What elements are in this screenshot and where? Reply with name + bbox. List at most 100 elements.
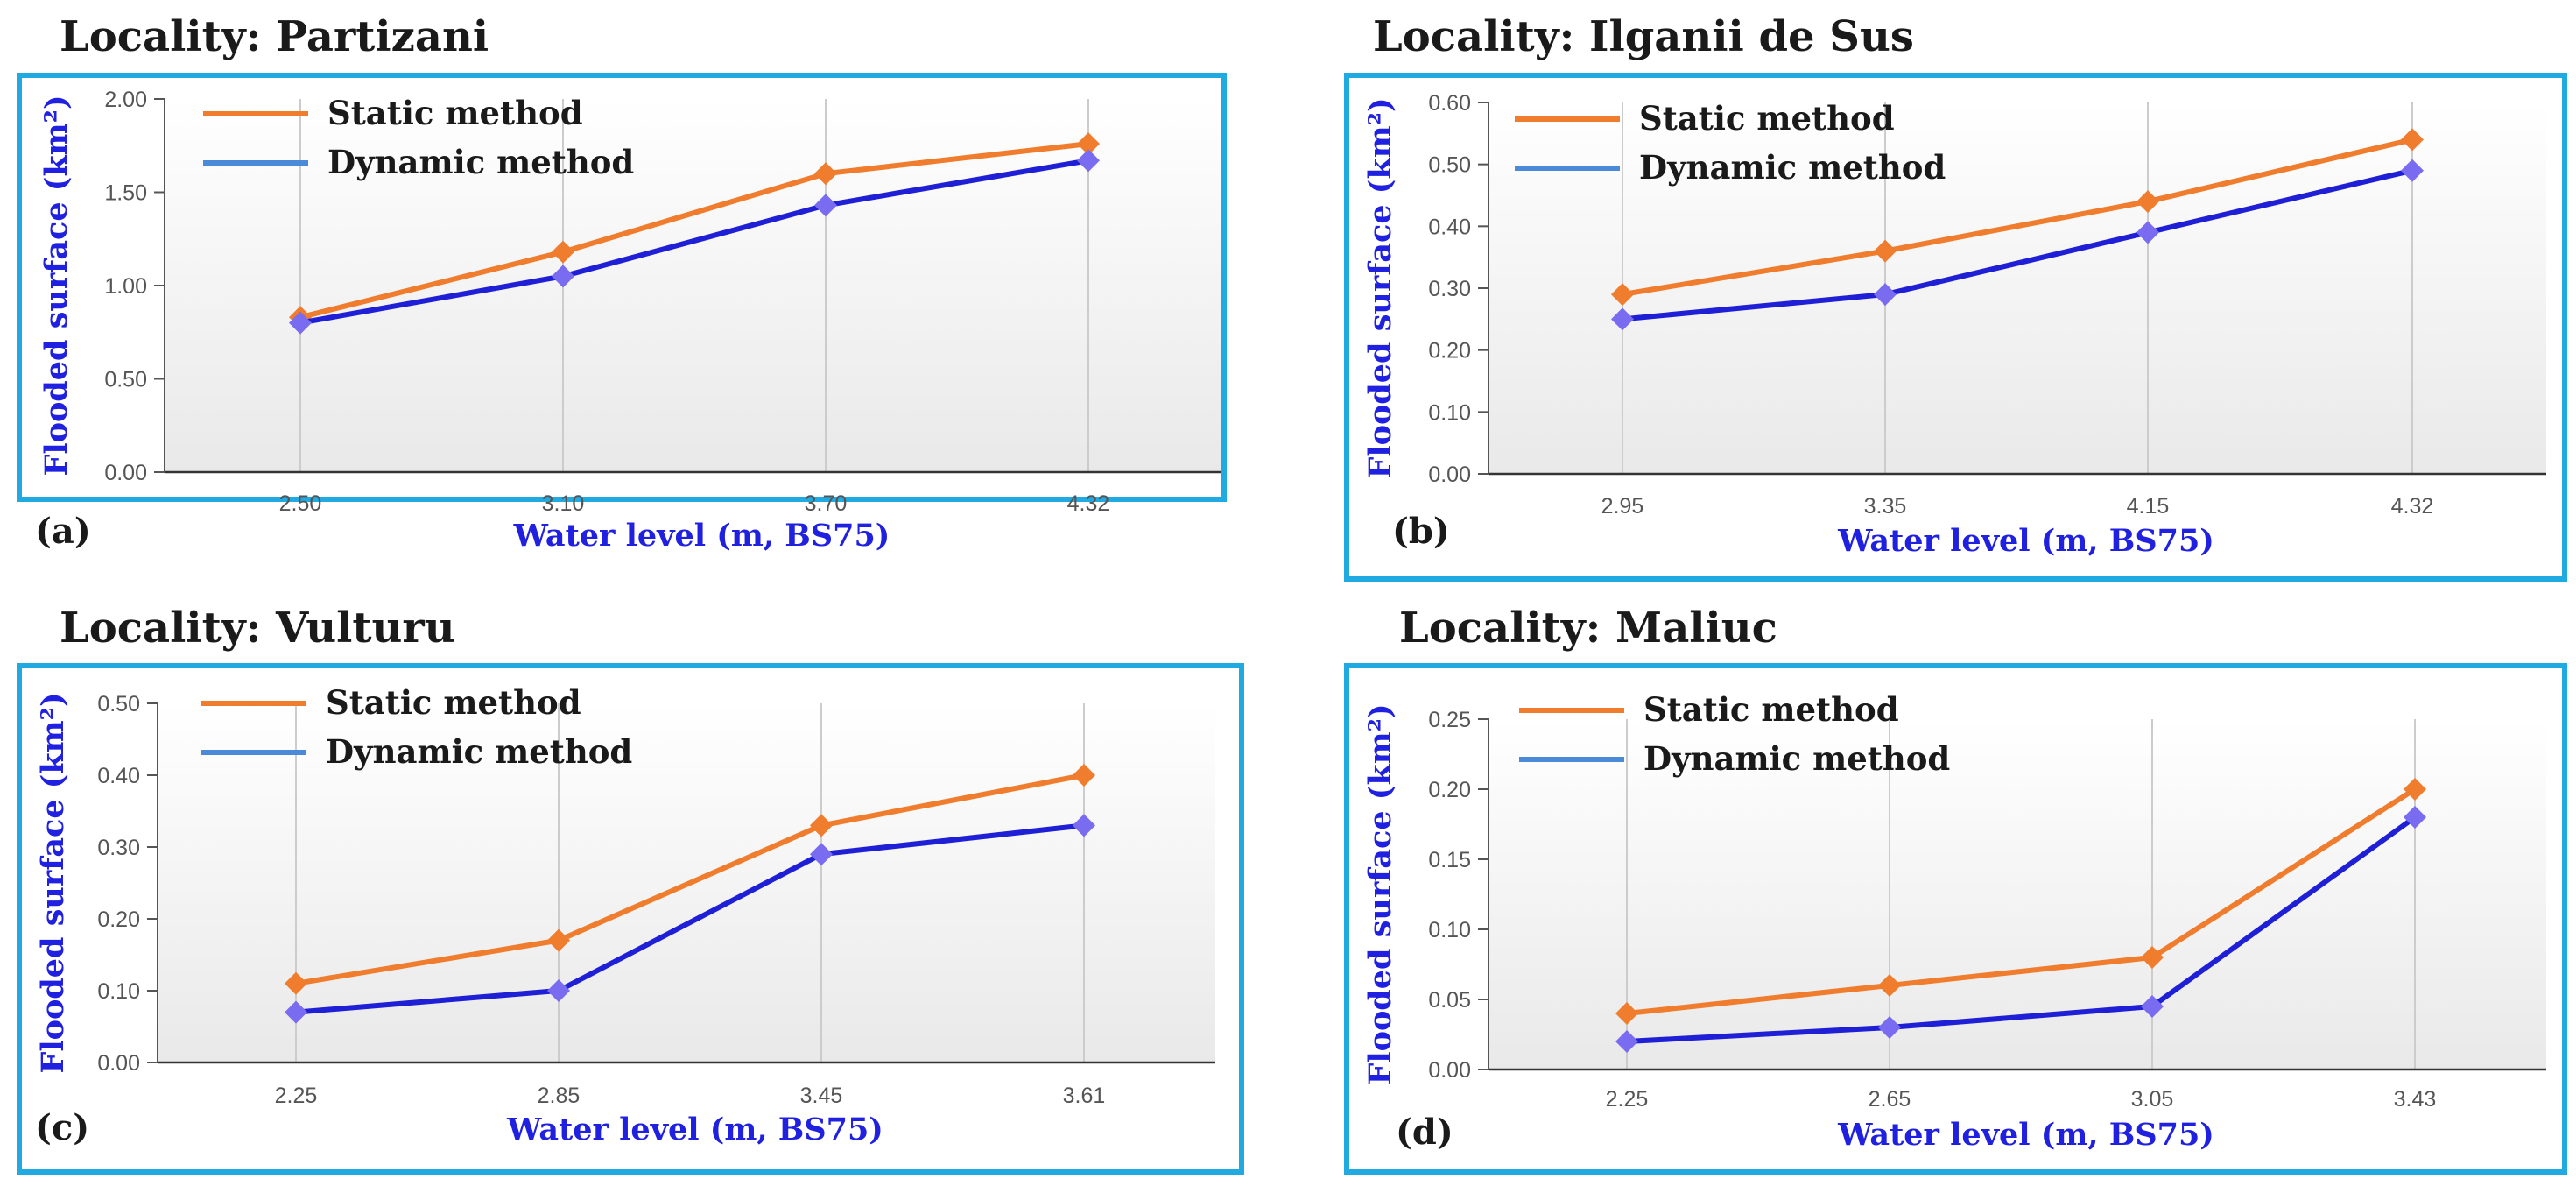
x-tick-label: 3.70 [805,491,848,516]
panel-tag: (a) [35,511,91,552]
data-point-dynamic [285,1000,307,1024]
y-tick-label: 0.10 [97,979,140,1004]
x-tick-label: 4.32 [1067,491,1110,516]
data-point-static [1615,1002,1638,1025]
series-line-static [299,141,1089,321]
y-tick-label: 0.00 [104,461,147,485]
data-point-static [2404,778,2426,801]
data-point-static [2401,128,2424,152]
legend-label-static: Static method [326,683,581,722]
data-point-dynamic [1611,307,1634,331]
x-tick-label: 2.25 [1606,1087,1649,1112]
data-point-dynamic [1077,149,1100,173]
legend-label-static: Static method [327,94,583,132]
x-axis-label: Water level (m, BS75) [506,1112,883,1147]
data-point-static [2136,190,2159,214]
data-point-static [1073,764,1095,787]
x-axis-label: Water level (m, BS75) [1837,523,2214,559]
chart-title: Locality: Ilganii de Sus [1373,12,1914,61]
y-axis-label: Flooded surface (km²) [39,95,74,476]
series-line-static [1626,787,2417,1016]
chart-panel-d: Locality: Maliuc 0.00 0.05 0.10 0.15 0.20 0.25… [1344,604,2567,1175]
data-point-dynamic [552,265,574,288]
y-tick-label: 0.30 [1428,277,1471,301]
y-tick-label: 0.00 [1428,1058,1471,1083]
x-tick-label: 3.61 [1063,1084,1106,1108]
data-point-static [1611,283,1634,307]
y-tick-label: 1.50 [104,181,147,206]
legend-label-static: Static method [1643,690,1899,729]
x-tick-label: 4.15 [2127,494,2170,519]
data-point-static [1874,239,1897,263]
y-axis-label: Flooded surface (km²) [1362,97,1398,478]
x-tick-label: 3.43 [2394,1087,2437,1112]
chart-panel-c: Locality: Vulturu 0.00 0.10 0.20 0.30 0.40 0.5… [17,604,1244,1175]
x-tick-label: 3.35 [1864,494,1907,519]
data-point-dynamic [547,979,570,1002]
series-line-static [1622,137,2413,298]
series-line-dynamic [299,158,1089,326]
data-point-static [547,928,570,952]
x-tick-label: 2.50 [279,491,322,516]
data-point-static [285,971,307,995]
y-tick-label: 0.10 [1428,400,1471,425]
legend-label-dynamic: Dynamic method [1639,148,1946,187]
x-tick-label: 3.05 [2131,1087,2174,1112]
plot-area [165,99,1221,472]
x-tick-label: 3.45 [800,1084,843,1108]
y-tick-label: 0.50 [104,368,147,392]
x-tick-label: 2.25 [275,1084,318,1108]
x-axis-label: Water level (m, BS75) [513,518,890,554]
x-tick-label: 2.95 [1601,494,1644,519]
data-point-dynamic [2404,806,2426,829]
y-tick-label: 0.20 [1428,339,1471,364]
y-tick-label: 0.10 [1428,918,1471,942]
data-point-static [1077,132,1100,156]
chart-panel-a: Locality: Partizani 0.00 0.50 1.00 1.50 2.00 2… [17,12,1227,554]
data-point-static [1878,974,1901,997]
series-line-static [295,773,1085,986]
y-tick-label: 0.60 [1428,91,1471,116]
data-point-dynamic [1615,1030,1638,1053]
y-tick-label: 0.00 [97,1051,140,1076]
data-point-dynamic [289,311,312,335]
x-tick-label: 2.85 [538,1084,581,1108]
data-point-static [814,162,837,186]
y-tick-label: 0.30 [97,836,140,860]
y-tick-label: 0.15 [1428,848,1471,872]
legend-label-static: Static method [1639,99,1895,138]
x-tick-label: 3.10 [542,491,585,516]
chart-title: Locality: Maliuc [1399,604,1777,653]
data-point-dynamic [2401,159,2424,182]
data-point-static [810,814,833,837]
y-tick-label: 0.40 [1428,215,1471,239]
data-point-dynamic [810,843,833,866]
chart-title: Locality: Vulturu [60,604,455,653]
data-point-dynamic [1073,814,1095,837]
panel-tag: (d) [1396,1112,1453,1153]
data-point-static [552,240,574,264]
panel-tag: (b) [1392,511,1450,552]
legend-label-dynamic: Dynamic method [1643,739,1950,778]
y-tick-label: 0.05 [1428,988,1471,1013]
data-point-static [2141,946,2164,969]
chart-title: Locality: Partizani [60,12,489,61]
y-tick-label: 0.25 [1428,708,1471,732]
data-point-dynamic [2136,221,2159,244]
legend-label-dynamic: Dynamic method [326,732,632,771]
x-axis-label: Water level (m, BS75) [1837,1117,2214,1153]
x-tick-label: 4.32 [2391,494,2434,519]
y-tick-label: 1.00 [104,274,147,299]
chart-panel-b: Locality: Ilganii de Sus 0.00 0.10 0.20 0.30… [1344,12,2567,582]
y-tick-label: 0.20 [97,907,140,932]
series-line-dynamic [1626,815,2417,1044]
data-point-dynamic [1878,1016,1901,1039]
legend-label-dynamic: Dynamic method [327,143,634,181]
panel-tag: (c) [35,1107,89,1148]
data-point-dynamic [2141,995,2164,1018]
x-tick-label: 2.65 [1869,1087,1911,1112]
y-tick-label: 2.00 [104,88,147,112]
data-point-dynamic [1874,283,1897,307]
y-axis-label: Flooded surface (km²) [35,692,71,1073]
series-line-dynamic [1622,167,2413,322]
